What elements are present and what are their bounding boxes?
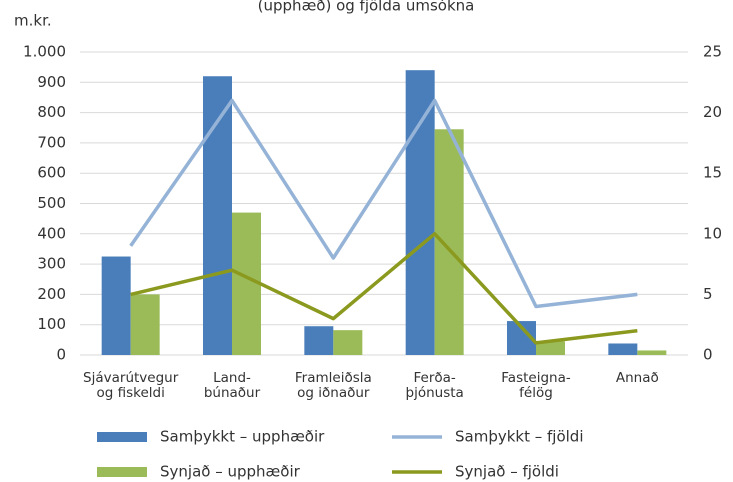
legend-swatch — [97, 432, 147, 442]
x-tick-label: félög — [519, 385, 553, 401]
y2-tick-label: 10 — [703, 224, 722, 242]
y-tick-label: 800 — [37, 103, 66, 121]
y2-tick-label: 5 — [703, 285, 713, 303]
y-tick-label: 600 — [37, 164, 66, 182]
bar — [304, 326, 334, 355]
line — [129, 98, 638, 309]
legend-label: Samþykkt – fjöldi — [455, 428, 584, 446]
legend-swatch — [97, 467, 147, 477]
x-tick-label: Land- — [213, 370, 251, 386]
legend-label: Synjað – fjöldi — [455, 463, 559, 481]
chart-title: (upphæð) og fjölda umsókna — [258, 0, 475, 15]
x-tick-label: búnaður — [204, 385, 261, 401]
x-tick-label: og fiskeldi — [96, 385, 164, 401]
y-tick-label: 300 — [37, 255, 66, 273]
legend-label: Synjað – upphæðir — [160, 463, 301, 481]
y-tick-label: 900 — [37, 73, 66, 91]
y-tick-label: 100 — [37, 315, 66, 333]
bar — [608, 343, 638, 355]
x-tick-label: Framleiðsla — [295, 370, 372, 386]
x-tick-label: Ferða- — [414, 370, 456, 386]
x-tick-label: þjónusta — [406, 385, 464, 401]
bar — [130, 294, 160, 355]
bar — [203, 76, 232, 356]
line — [130, 232, 638, 345]
bar — [405, 70, 435, 356]
x-tick-label: Sjávarútvegur — [83, 370, 179, 386]
x-tick-label: Fasteigna- — [501, 370, 571, 386]
y-tick-label: 0 — [56, 346, 66, 364]
y2-tick-label: 20 — [703, 103, 722, 121]
legend-label: Samþykkt – upphæðir — [160, 428, 325, 446]
y-tick-label: 1.000 — [23, 43, 66, 61]
y2-tick-label: 0 — [703, 346, 713, 364]
bar — [434, 129, 464, 355]
bar — [101, 256, 131, 355]
x-tick-label: og iðnaður — [297, 385, 370, 401]
bar — [333, 330, 363, 355]
y-axis-label: m.kr. — [14, 12, 52, 30]
y-tick-label: 200 — [37, 285, 66, 303]
y2-tick-label: 25 — [703, 43, 722, 61]
x-tick-label: Annað — [616, 370, 659, 386]
bar — [637, 350, 667, 355]
y-tick-label: 500 — [37, 194, 66, 212]
y2-tick-label: 15 — [703, 164, 722, 182]
bar — [536, 341, 565, 355]
bar — [232, 212, 261, 355]
y-tick-label: 400 — [37, 224, 66, 242]
y-tick-label: 700 — [37, 133, 66, 151]
